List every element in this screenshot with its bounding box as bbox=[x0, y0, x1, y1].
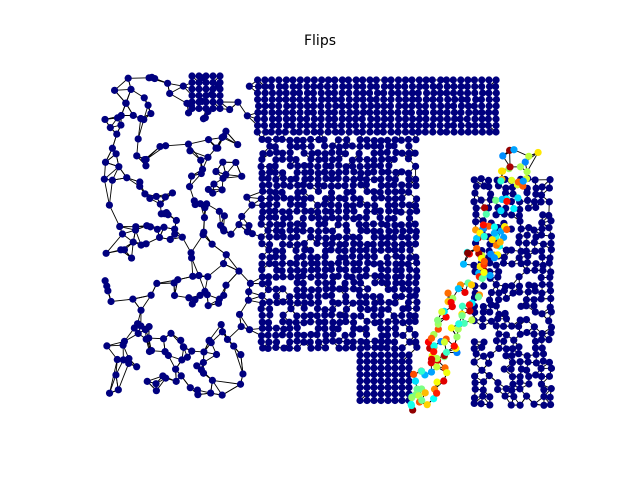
graph-edge bbox=[108, 204, 121, 227]
graph-edge bbox=[233, 345, 244, 375]
graph-edge bbox=[165, 143, 189, 147]
figure-title: Flips bbox=[303, 33, 336, 49]
graph-edge bbox=[212, 379, 241, 385]
graph-edge bbox=[190, 234, 204, 253]
graph-edge bbox=[110, 298, 133, 302]
graph-edge bbox=[526, 152, 539, 172]
graph-edge bbox=[117, 363, 130, 390]
graph-edge bbox=[103, 179, 110, 206]
graph-edge bbox=[105, 233, 123, 254]
graph-edge bbox=[108, 180, 113, 206]
